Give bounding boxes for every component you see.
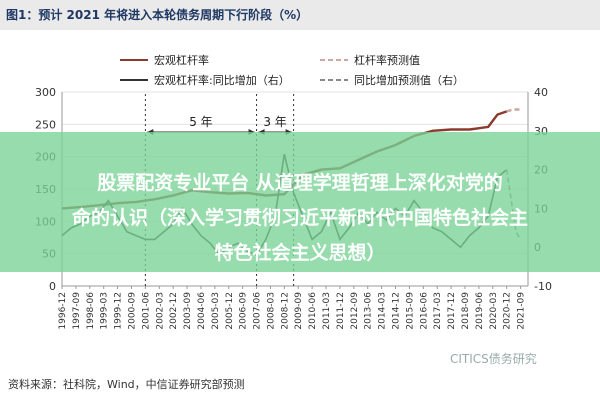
left-tick-label: 250 xyxy=(35,118,56,131)
legend-label: 杠杆率预测值 xyxy=(354,53,420,67)
x-tick-label: 2011-12 xyxy=(336,292,346,330)
series-line-1 xyxy=(506,108,521,113)
x-tick-label: 1997-09 xyxy=(72,292,82,330)
legend-label: 宏观杠杆率:同比增加（右） xyxy=(154,73,290,87)
x-tick-label: 1999-12 xyxy=(114,292,124,330)
x-tick-label: 2007-06 xyxy=(253,292,263,330)
x-tick-label: 2019-06 xyxy=(475,292,485,330)
x-tick-label: 2008-12 xyxy=(280,292,290,330)
x-tick-label: 2004-06 xyxy=(197,292,207,330)
period-label: 5 年 xyxy=(189,115,212,129)
x-tick-label: 2020-12 xyxy=(503,292,513,330)
x-tick-label: 2016-06 xyxy=(419,292,429,330)
x-tick-label: 2002-12 xyxy=(169,292,179,330)
overlay-line-1: 股票配资专业平台 从道理学理哲理上深化对党的 xyxy=(97,172,503,194)
watermark: CITICS债务研究 xyxy=(450,352,537,366)
x-tick-label: 2017-12 xyxy=(447,292,457,330)
x-tick-label: 2013-06 xyxy=(364,292,374,330)
x-tick-label: 1999-03 xyxy=(100,292,110,330)
x-tick-label: 2014-03 xyxy=(378,292,388,330)
x-tick-label: 2021-09 xyxy=(517,292,527,330)
promo-overlay xyxy=(0,132,600,272)
right-tick-label: -10 xyxy=(534,280,552,293)
source-note: 资料来源：社科院，Wind，中信证券研究部预测 xyxy=(8,378,245,391)
period-label: 3 年 xyxy=(263,115,286,129)
left-tick-label: 300 xyxy=(35,86,56,99)
x-tick-label: 2015-09 xyxy=(405,292,415,330)
figure-title: 图1：预计 2021 年将进入本轮债务周期下行阶段（%） xyxy=(6,8,309,22)
x-tick-label: 2017-03 xyxy=(433,292,443,330)
x-tick-label: 2010-06 xyxy=(308,292,318,330)
x-tick-label: 2006-09 xyxy=(239,292,249,330)
left-tick-label: 0 xyxy=(49,280,56,293)
x-tick-label: 2009-09 xyxy=(294,292,304,330)
x-tick-label: 2014-12 xyxy=(392,292,402,330)
legend-label: 同比增加预测值（右） xyxy=(354,73,464,87)
x-tick-label: 2005-03 xyxy=(211,292,221,330)
x-tick-label: 2000-09 xyxy=(127,292,137,330)
x-tick-label: 2003-09 xyxy=(183,292,193,330)
x-tick-label: 2018-09 xyxy=(461,292,471,330)
x-tick-label: 2002-03 xyxy=(155,292,165,330)
overlay-line-3: 特色社会主义思想） xyxy=(214,242,386,264)
overlay-line-2: 命的认识（深入学习贯彻习近平新时代中国特色社会主 xyxy=(71,207,528,229)
x-tick-label: 2012-09 xyxy=(350,292,360,330)
x-tick-label: 2008-03 xyxy=(266,292,276,330)
x-tick-label: 2020-03 xyxy=(489,292,499,330)
legend-label: 宏观杠杆率 xyxy=(154,53,209,67)
title-band xyxy=(0,0,600,30)
x-tick-label: 2005-12 xyxy=(225,292,235,330)
x-tick-label: 2001-06 xyxy=(141,292,151,330)
x-tick-label: 1996-12 xyxy=(58,292,68,330)
right-tick-label: 40 xyxy=(534,86,548,99)
x-tick-label: 2011-03 xyxy=(322,292,332,330)
x-tick-label: 1998-06 xyxy=(86,292,96,330)
